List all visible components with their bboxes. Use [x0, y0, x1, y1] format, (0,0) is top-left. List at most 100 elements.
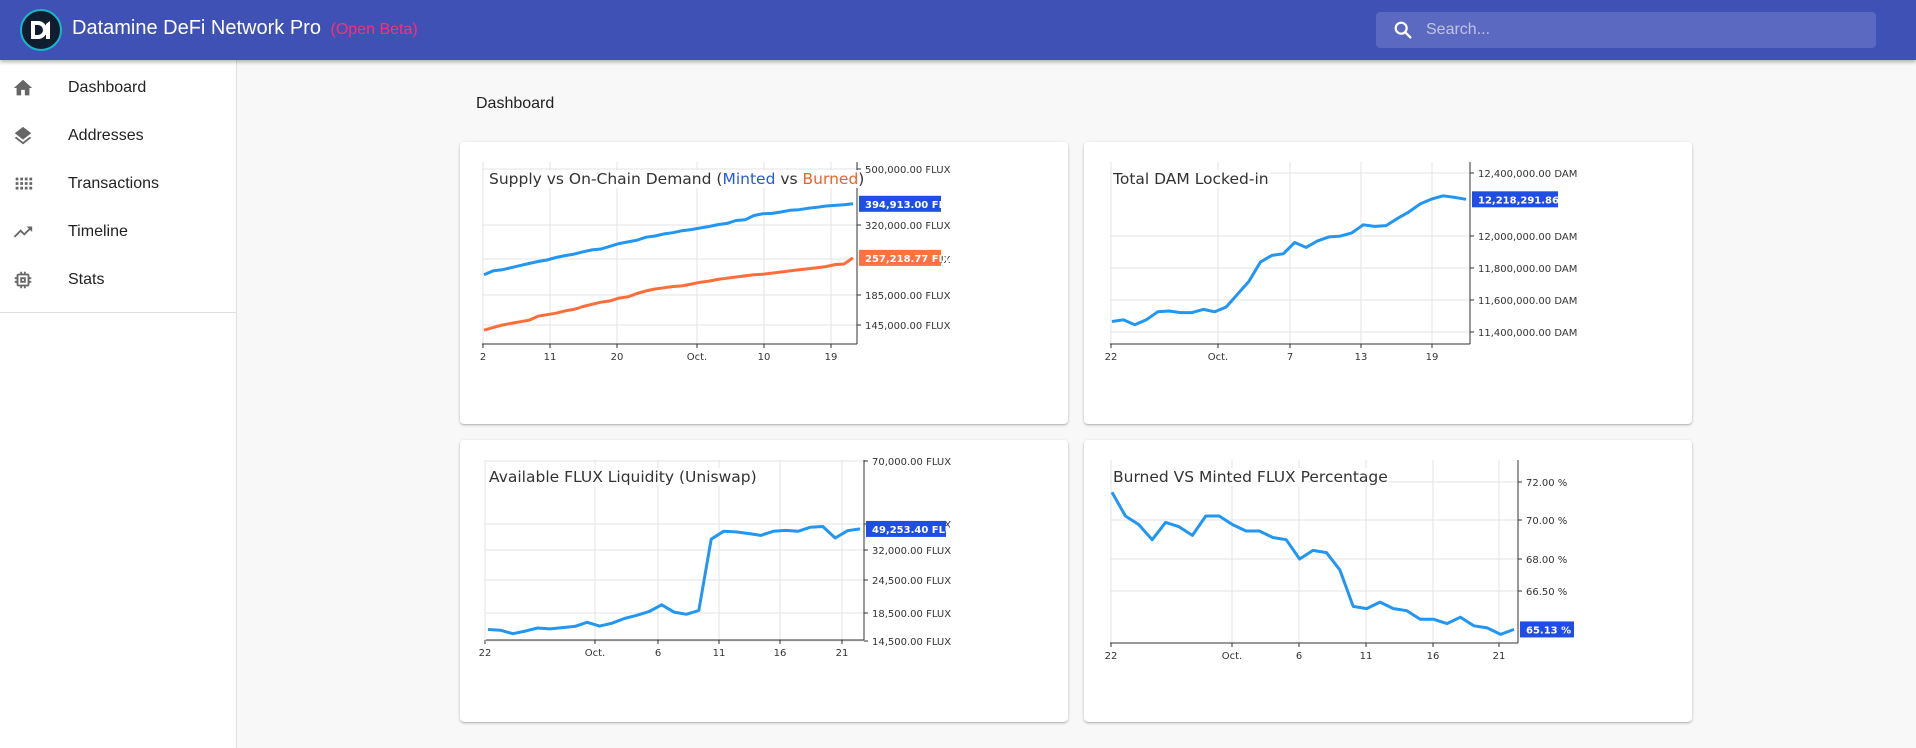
chart-title-minted: Minted: [722, 170, 776, 188]
x-tick-label: 22: [1105, 651, 1118, 662]
last-value-badge: 394,913.00 FLUX: [859, 195, 961, 212]
y-tick-label: 145,000.00 FLUX: [865, 321, 951, 332]
app-title: Datamine DeFi Network Pro (Open Beta): [72, 17, 418, 40]
sidebar-item-label: Timeline: [68, 223, 128, 240]
x-tick-label: 19: [1426, 352, 1439, 363]
last-value-badge: 65.13 %: [1520, 621, 1574, 638]
x-tick-label: 6: [1296, 651, 1302, 662]
sidebar-item-label: Addresses: [68, 127, 144, 144]
series-line: [1110, 491, 1515, 636]
sidebar-item-label: Stats: [68, 271, 105, 288]
y-tick-label: 11,600,000.00 DAM: [1478, 296, 1577, 307]
last-value-badge: 257,218.77 FLUX: [859, 249, 961, 266]
y-tick-label: 500,000.00 FLUX: [865, 165, 951, 176]
x-tick-label: 11: [713, 648, 726, 659]
x-tick-label: 16: [774, 648, 787, 659]
chart-card-burn-ratio: 72.00 % 70.00 % 68.00 % 66.50 % 22 Oct. 6 11 16 2…: [1084, 440, 1692, 722]
last-value-badge: 12,218,291.86 DAM: [1472, 191, 1588, 208]
x-tick-label: 11: [1360, 651, 1373, 662]
dam-locked-chart: 12,400,000.00 DAM 12,000,000.00 DAM 11,800…: [1105, 162, 1588, 363]
y-tick-label: 11,800,000.00 DAM: [1478, 264, 1577, 275]
badge-background: [859, 249, 941, 266]
y-tick-label: 32,000.00 FLUX: [872, 546, 951, 557]
sidebar-item-stats[interactable]: Stats: [0, 256, 236, 304]
search-icon: [1394, 21, 1412, 39]
sidebar-item-transactions[interactable]: Transactions: [0, 160, 236, 208]
series-line: [487, 525, 861, 636]
y-tick-label: 70.00 %: [1526, 516, 1567, 527]
last-value-badge: 49,253.40 FLUX: [866, 520, 961, 537]
x-tick-label: 20: [611, 352, 624, 363]
x-tick-label: Oct.: [1208, 352, 1228, 363]
y-tick-label: 70,000.00 FLUX: [872, 457, 951, 468]
badge-background: [1520, 621, 1574, 638]
sidebar: Dashboard Addresses Transactions Timelin…: [0, 60, 237, 748]
y-tick-label: 11,400,000.00 DAM: [1478, 328, 1577, 339]
x-tick-label: 16: [1427, 651, 1440, 662]
series-line-minted: [483, 202, 854, 277]
chart-grid: [1110, 460, 1518, 643]
x-tick-label: 21: [1493, 651, 1506, 662]
badge-background: [1472, 191, 1558, 208]
chart-grid: [484, 460, 864, 642]
y-tick-label: 14,500.00 FLUX: [872, 637, 951, 648]
trending-up-icon: [12, 221, 34, 243]
y-tick-label: 18,500.00 FLUX: [872, 609, 951, 620]
datamine-logo-icon[interactable]: [20, 9, 62, 51]
chart-title-prefix: Supply vs On-Chain Demand (: [489, 170, 723, 188]
chart-title-burned: Burned: [802, 170, 859, 188]
chart-title: Supply vs On-Chain Demand (Minted vs Bur…: [488, 170, 866, 188]
x-tick-label: 22: [479, 648, 492, 659]
badge-label: 394,913.00 FLUX: [865, 200, 961, 211]
chart-title-vs: vs: [775, 170, 803, 188]
x-tick-label: 10: [758, 352, 771, 363]
chart-title: Total DAM Locked-in: [1112, 170, 1270, 188]
x-tick-label: 6: [655, 648, 661, 659]
chart-title: Available FLUX Liquidity (Uniswap): [488, 468, 758, 486]
x-tick-label: 11: [544, 352, 557, 363]
x-tick-label: Oct.: [1222, 651, 1242, 662]
badge-label: 257,218.77 FLUX: [865, 254, 961, 265]
badge-label: 12,218,291.86 DAM: [1478, 195, 1588, 206]
supply-demand-chart: 500,000.00 FLUX 320,000.00 FLUX 185,000.00…: [480, 162, 961, 363]
chart-grid: [482, 162, 857, 344]
x-tick-label: 21: [836, 648, 849, 659]
sidebar-item-label: Dashboard: [68, 79, 147, 96]
chip-icon: [12, 269, 34, 291]
app-title-text: Datamine DeFi Network Pro: [72, 17, 321, 39]
home-icon: [12, 77, 34, 99]
sidebar-item-timeline[interactable]: Timeline: [0, 208, 236, 256]
y-tick-label: 185,000.00 FLUX: [865, 291, 951, 302]
x-tick-label: 2: [480, 352, 486, 363]
chart-card-supply-demand: 500,000.00 FLUX 320,000.00 FLUX 185,000.00…: [460, 142, 1068, 424]
series-line-burned: [483, 256, 854, 332]
badge-label: 49,253.40 FLUX: [872, 525, 961, 536]
sidebar-nav: Dashboard Addresses Transactions Timelin…: [0, 60, 236, 313]
chart-grid: [1110, 162, 1470, 344]
grid-icon: [12, 173, 34, 195]
beta-label: (Open Beta): [330, 21, 418, 38]
chart-title: Burned VS Minted FLUX Percentage: [1112, 468, 1389, 486]
search-box[interactable]: [1376, 12, 1876, 48]
chart-title-suffix: ): [858, 170, 865, 188]
page-title: Dashboard: [476, 95, 555, 112]
y-tick-label: 24,500.00 FLUX: [872, 576, 951, 587]
sidebar-item-addresses[interactable]: Addresses: [0, 112, 236, 160]
badge-label: 65.13 %: [1526, 625, 1571, 636]
layers-icon: [12, 125, 34, 147]
x-tick-label: 19: [825, 352, 838, 363]
y-tick-label: 72.00 %: [1526, 478, 1567, 489]
sidebar-item-label: Transactions: [68, 175, 159, 192]
chart-card-dam-locked: 12,400,000.00 DAM 12,000,000.00 DAM 11,800…: [1084, 142, 1692, 424]
badge-background: [859, 195, 941, 212]
x-tick-label: Oct.: [585, 648, 605, 659]
sidebar-item-dashboard[interactable]: Dashboard: [0, 64, 236, 112]
series-line: [1111, 194, 1467, 327]
badge-background: [866, 520, 946, 537]
search-input[interactable]: [1426, 21, 1866, 39]
y-tick-label: 66.50 %: [1526, 587, 1567, 598]
y-tick-label: 68.00 %: [1526, 555, 1567, 566]
x-tick-label: 22: [1105, 352, 1118, 363]
burn-ratio-chart: 72.00 % 70.00 % 68.00 % 66.50 % 22 Oct. 6 11 16 2…: [1105, 460, 1574, 662]
